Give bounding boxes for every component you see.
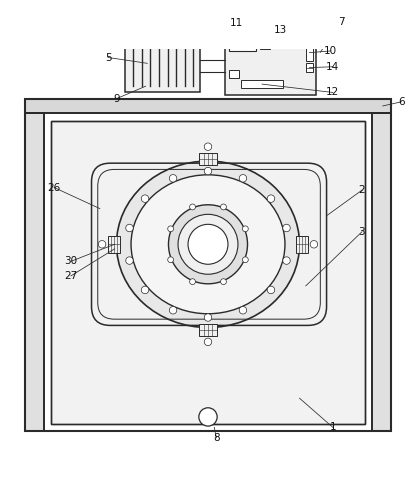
Text: 27: 27 xyxy=(64,271,77,281)
Bar xyxy=(125,34,200,92)
Bar xyxy=(372,113,391,431)
Ellipse shape xyxy=(116,161,300,328)
Bar xyxy=(108,236,120,253)
Circle shape xyxy=(199,408,217,426)
Circle shape xyxy=(126,224,133,232)
Circle shape xyxy=(239,306,247,314)
Circle shape xyxy=(283,224,290,232)
Text: 2: 2 xyxy=(359,185,365,195)
Text: 1: 1 xyxy=(329,422,336,432)
Text: 10: 10 xyxy=(324,46,337,56)
Circle shape xyxy=(204,167,212,175)
Bar xyxy=(225,34,316,94)
Circle shape xyxy=(178,214,238,274)
Bar xyxy=(306,63,313,72)
Circle shape xyxy=(204,338,212,346)
Bar xyxy=(372,113,391,431)
Bar xyxy=(229,39,256,51)
Bar xyxy=(296,236,308,253)
Text: 11: 11 xyxy=(230,18,243,28)
Text: 7: 7 xyxy=(338,17,344,27)
Circle shape xyxy=(190,204,196,210)
Circle shape xyxy=(310,241,318,248)
Text: 30: 30 xyxy=(64,256,77,266)
Circle shape xyxy=(168,257,173,263)
Text: 26: 26 xyxy=(47,182,61,193)
Circle shape xyxy=(169,306,177,314)
Circle shape xyxy=(126,257,133,264)
Circle shape xyxy=(98,241,106,248)
Circle shape xyxy=(204,143,212,151)
Bar xyxy=(25,99,391,113)
Bar xyxy=(25,99,391,113)
Circle shape xyxy=(243,257,248,263)
Bar xyxy=(241,80,283,88)
Bar xyxy=(199,324,217,335)
Ellipse shape xyxy=(131,175,285,314)
Bar xyxy=(306,44,313,61)
Circle shape xyxy=(243,226,248,232)
Bar xyxy=(51,121,365,424)
Bar xyxy=(25,113,44,431)
Circle shape xyxy=(190,279,196,285)
Bar xyxy=(51,121,365,424)
Bar xyxy=(229,70,239,78)
Circle shape xyxy=(267,195,275,203)
Text: 14: 14 xyxy=(326,62,339,72)
Text: 12: 12 xyxy=(326,87,339,97)
Circle shape xyxy=(267,286,275,293)
Circle shape xyxy=(220,279,226,285)
Text: 13: 13 xyxy=(274,25,287,35)
Bar xyxy=(199,153,217,165)
Circle shape xyxy=(141,195,149,203)
Circle shape xyxy=(204,314,212,321)
Circle shape xyxy=(283,257,290,264)
Text: 6: 6 xyxy=(398,97,405,107)
Circle shape xyxy=(239,174,247,182)
Circle shape xyxy=(220,204,226,210)
Circle shape xyxy=(168,205,248,284)
Circle shape xyxy=(168,226,173,232)
Text: 8: 8 xyxy=(213,433,220,443)
Bar xyxy=(25,99,391,431)
Text: 3: 3 xyxy=(359,227,365,237)
Text: 5: 5 xyxy=(105,52,111,63)
Bar xyxy=(260,41,270,49)
Circle shape xyxy=(141,286,149,293)
Text: 9: 9 xyxy=(113,94,120,104)
Bar xyxy=(25,113,44,431)
Circle shape xyxy=(188,224,228,264)
Circle shape xyxy=(169,174,177,182)
